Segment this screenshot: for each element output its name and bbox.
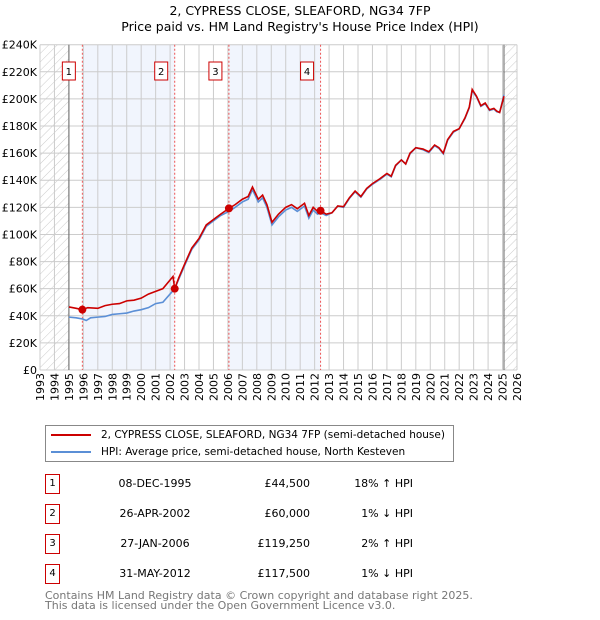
sale-price: £119,250	[257, 537, 311, 550]
x-tick-label: 2008	[251, 373, 264, 401]
legend: 2, CYPRESS CLOSE, SLEAFORD, NG34 7FP (se…	[45, 425, 454, 462]
y-tick-label: £160K	[2, 147, 38, 160]
x-tick-label: 2019	[410, 373, 423, 401]
x-tick-label: 2002	[164, 373, 177, 401]
footer-line2: This data is licensed under the Open Gov…	[45, 599, 396, 612]
legend-hpi: HPI: Average price, semi-detached house,…	[101, 446, 406, 458]
x-tick-label: 2022	[453, 373, 466, 401]
sale-price: £44,500	[264, 477, 311, 490]
legend-blue-line	[51, 451, 91, 453]
sale-date: 27-JAN-2006	[120, 537, 190, 550]
price-chart: 1993 1994 1995 1996 1997 1998 1999 2000 2001 2002…	[2, 39, 524, 401]
y-tick-label: £240K	[2, 39, 38, 52]
x-tick-label: 1998	[106, 373, 119, 401]
x-tick-label: 2009	[265, 373, 278, 401]
sale-hpi-diff: 1% ↓ HPI	[361, 507, 413, 520]
x-tick-label: 2011	[294, 373, 307, 401]
x-tick-label: 2018	[395, 373, 408, 401]
sale-label: 3	[212, 67, 218, 78]
x-tick-label: 2016	[366, 373, 379, 401]
x-tick-label: 2021	[439, 373, 452, 401]
y-tick-label: £140K	[2, 174, 38, 187]
sale-label: 2	[158, 67, 164, 78]
sale-price: £60,000	[264, 507, 311, 520]
x-tick-label: 2007	[236, 373, 249, 401]
sale-row: 1 08-DEC-1995 £44,500 18% ↑ HPI	[45, 474, 465, 494]
sale-hpi-diff: 18% ↑ HPI	[354, 477, 413, 490]
x-tick-label: 2023	[468, 373, 481, 401]
sale-row: 4 31-MAY-2012 £117,500 1% ↓ HPI	[45, 564, 465, 584]
x-tick-label: 2017	[381, 373, 394, 401]
x-tick-label: 2006	[222, 373, 235, 401]
x-tick-label: 2020	[424, 373, 437, 401]
x-tick-label: 2014	[338, 373, 351, 401]
y-tick-label: £40K	[9, 310, 38, 323]
x-tick-label: 2026	[511, 373, 524, 401]
sale-number: 4	[45, 564, 60, 584]
sale-point	[224, 204, 233, 213]
sale-date: 26-APR-2002	[119, 507, 191, 520]
x-tick-label: 2000	[135, 373, 148, 401]
sale-label-box	[208, 61, 223, 81]
chart-title: 2, CYPRESS CLOSE, SLEAFORD, NG34 7FP	[169, 3, 431, 18]
sale-label-box	[300, 61, 315, 81]
sale-label: 4	[304, 67, 310, 78]
sale-date: 31-MAY-2012	[119, 567, 191, 580]
legend-red-line	[51, 434, 91, 436]
legend-property: 2, CYPRESS CLOSE, SLEAFORD, NG34 7FP (se…	[101, 429, 445, 441]
footer-line1: Contains HM Land Registry data © Crown c…	[45, 589, 473, 602]
sale-label-box	[154, 61, 169, 81]
sale-date: 08-DEC-1995	[118, 477, 192, 490]
x-tick-label: 2010	[280, 373, 293, 401]
x-tick-label: 2024	[482, 373, 495, 401]
sale-row: 3 27-JAN-2006 £119,250 2% ↑ HPI	[45, 534, 465, 554]
x-tick-label: 1994	[48, 373, 61, 401]
sale-row: 2 26-APR-2002 £60,000 1% ↓ HPI	[45, 504, 465, 524]
price-line	[68, 87, 505, 311]
y-tick-label: £200K	[2, 93, 38, 106]
x-tick-label: 1996	[77, 373, 90, 401]
sale-hpi-diff: 2% ↑ HPI	[361, 537, 413, 550]
y-tick-label: £20K	[9, 337, 38, 350]
x-tick-label: 2005	[207, 373, 220, 401]
x-tick-label: 1993	[34, 373, 47, 401]
sale-label-box	[61, 61, 76, 81]
x-tick-label: 1997	[92, 373, 105, 401]
y-tick-label: £80K	[9, 256, 38, 269]
y-tick-label: £0	[23, 364, 37, 377]
y-tick-label: £60K	[9, 283, 38, 296]
sale-point	[78, 305, 87, 314]
y-tick-label: £220K	[2, 66, 38, 79]
x-tick-label: 2004	[193, 373, 206, 401]
sale-number: 3	[45, 534, 60, 554]
x-tick-label: 2001	[150, 373, 163, 401]
y-tick-label: £180K	[2, 120, 38, 133]
sale-label: 1	[66, 67, 72, 78]
x-tick-label: 2003	[179, 373, 192, 401]
x-tick-label: 2025	[497, 373, 510, 401]
sale-point	[316, 206, 325, 215]
sale-point	[170, 284, 179, 293]
x-tick-label: 1999	[121, 373, 134, 401]
sale-hpi-diff: 1% ↓ HPI	[361, 567, 413, 580]
x-tick-label: 2013	[323, 373, 336, 401]
y-tick-label: £100K	[2, 228, 38, 241]
sale-number: 2	[45, 504, 60, 524]
x-tick-label: 2015	[352, 373, 365, 401]
x-tick-label: 2012	[309, 373, 322, 401]
sale-number: 1	[45, 474, 60, 494]
x-tick-label: 1995	[63, 373, 76, 401]
chart-subtitle: Price paid vs. HM Land Registry's House …	[121, 19, 479, 34]
y-tick-label: £120K	[2, 201, 38, 214]
sale-price: £117,500	[257, 567, 311, 580]
